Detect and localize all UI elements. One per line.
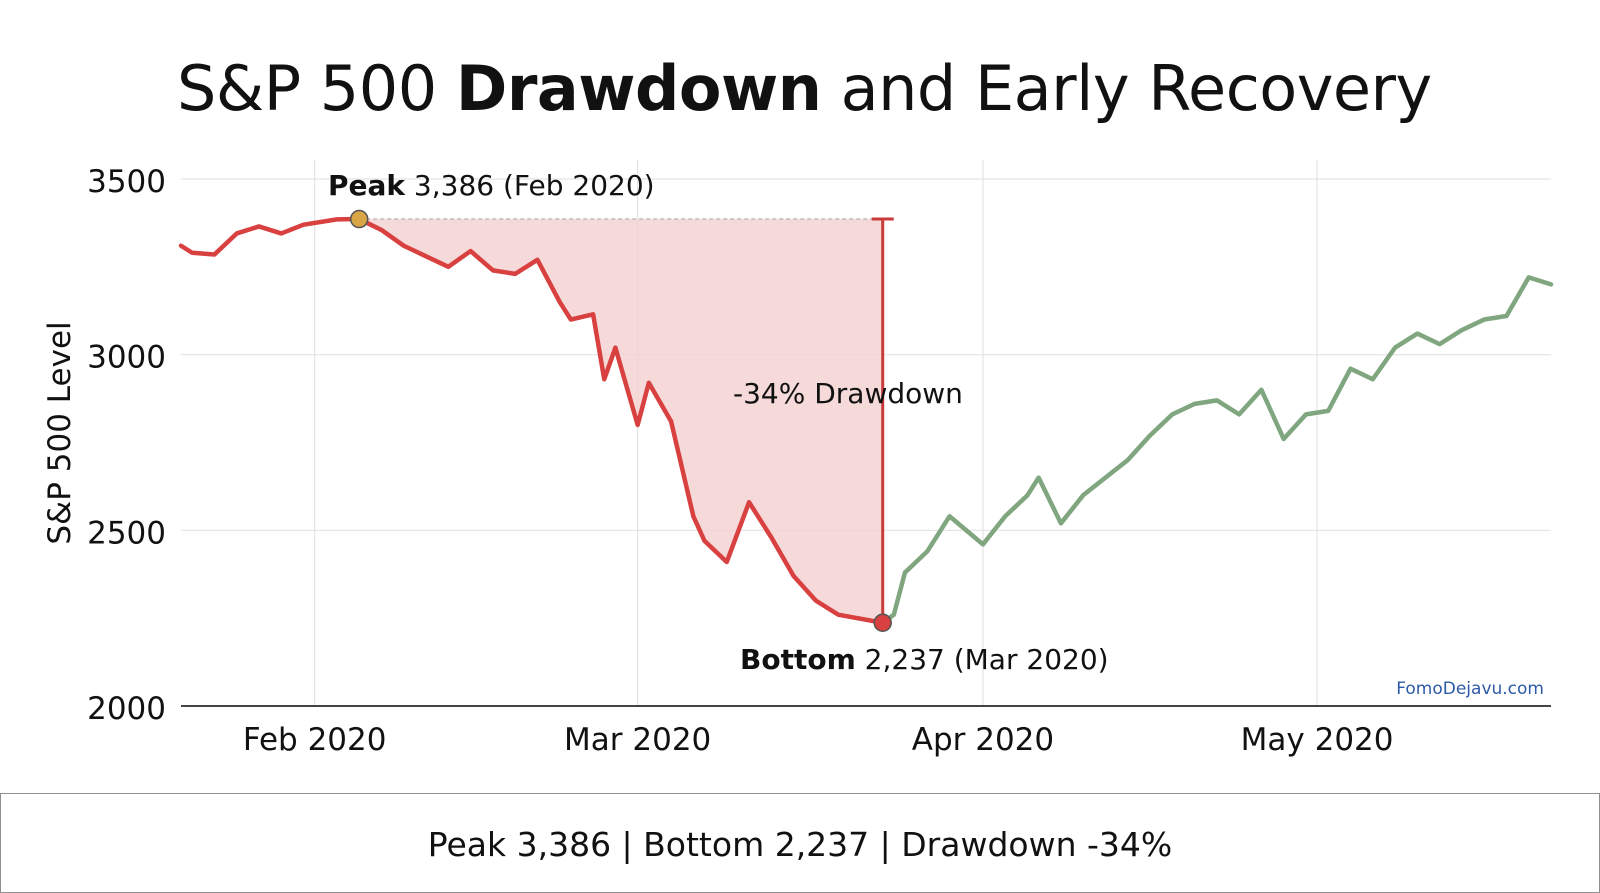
drawdown-bracket (871, 217, 894, 623)
x-tick-label: Mar 2020 (564, 722, 711, 758)
y-tick-label: 2000 (87, 691, 166, 727)
y-tick-label: 2500 (87, 515, 166, 551)
drawdown-annotation-value: -34% Drawdown (733, 377, 963, 410)
peak-marker (349, 209, 369, 229)
watermark-text: FomoDejavu.com (1396, 679, 1544, 699)
y-axis-label: S&P 500 Level (42, 321, 78, 544)
peak-annotation: Peak 3,386 (Feb 2020) (328, 169, 655, 202)
drawdown-shaded-area (359, 219, 883, 623)
drawdown-chart: 3500 3000 2500 2000 Feb 2020 Mar 2020 Apr 2020… (42, 160, 1554, 758)
x-tick-label: Apr 2020 (912, 722, 1054, 758)
peak-annotation-value: 3,386 (Feb 2020) (405, 169, 655, 202)
x-tick-label: Feb 2020 (243, 722, 387, 758)
summary-footer: Peak 3,386 | Bottom 2,237 | Drawdown -34… (0, 793, 1600, 893)
drawdown-series-line (178, 216, 885, 625)
markers-layer (349, 209, 892, 632)
summary-text: Peak 3,386 | Bottom 2,237 | Drawdown -34… (427, 825, 1173, 864)
title-part-bold: Drawdown (455, 52, 822, 125)
y-tick-label: 3000 (87, 340, 166, 376)
x-tick-label: May 2020 (1241, 722, 1394, 758)
series-layer (178, 216, 1554, 625)
bottom-marker (873, 613, 892, 632)
title-part-2: and Early Recovery (821, 52, 1433, 125)
recovery-series-line (880, 275, 1554, 625)
text-layer: Peak 3,386 (Feb 2020) Bottom 2,237 (Mar 2… (328, 169, 1109, 676)
title-part-1: S&P 500 (177, 52, 456, 125)
bottom-annotation-bold: Bottom (740, 643, 856, 676)
bottom-annotation-value: 2,237 (Mar 2020) (856, 643, 1109, 676)
bottom-annotation: Bottom 2,237 (Mar 2020) (740, 643, 1109, 676)
drawdown-annotation: -34% Drawdown (733, 377, 963, 410)
chart-title: S&P 500 Drawdown and Early Recovery (177, 52, 1432, 125)
y-tick-label: 3500 (87, 164, 166, 200)
peak-annotation-bold: Peak (328, 169, 406, 202)
